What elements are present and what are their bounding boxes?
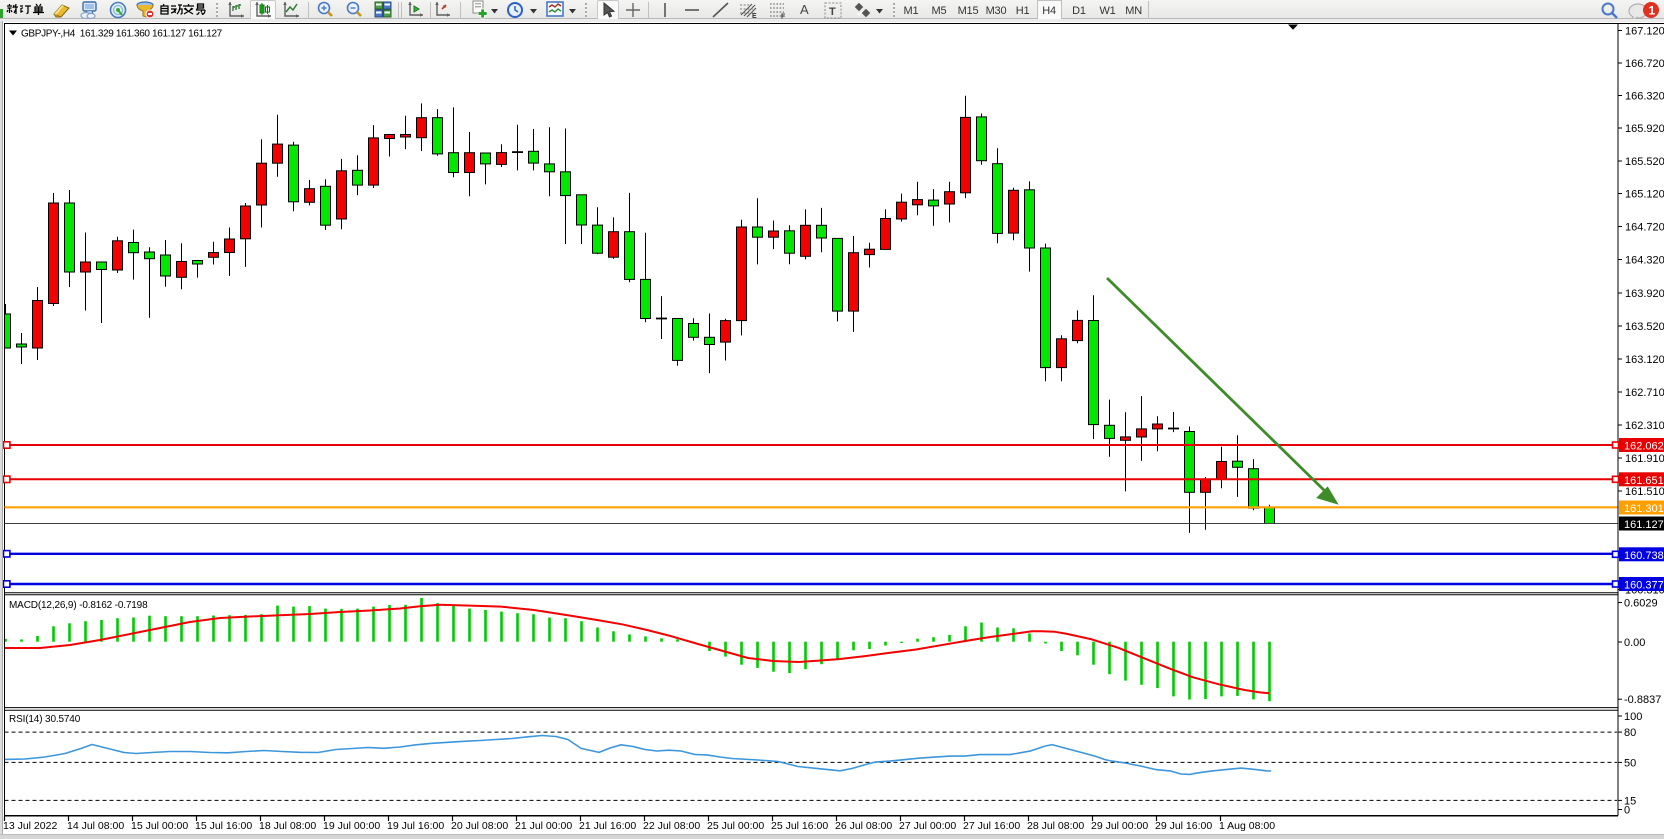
svg-text:163.520: 163.520 — [1625, 321, 1664, 333]
svg-text:161.301: 161.301 — [1624, 503, 1664, 515]
svg-text:164.720: 164.720 — [1625, 222, 1664, 234]
svg-text:0: 0 — [1624, 805, 1630, 817]
svg-text:162.062: 162.062 — [1624, 441, 1664, 453]
svg-text:166.720: 166.720 — [1625, 58, 1664, 70]
svg-text:165.120: 165.120 — [1625, 189, 1664, 201]
svg-text:161.910: 161.910 — [1625, 453, 1664, 465]
svg-text:161.127: 161.127 — [1624, 519, 1664, 531]
svg-text:15 Jul 16:00: 15 Jul 16:00 — [195, 820, 252, 832]
svg-text:MACD(12,26,9) -0.8162 -0.7198: MACD(12,26,9) -0.8162 -0.7198 — [9, 600, 148, 611]
svg-text:15: 15 — [1624, 795, 1636, 807]
svg-text:80: 80 — [1624, 727, 1636, 739]
svg-text:22 Jul 08:00: 22 Jul 08:00 — [643, 820, 700, 832]
svg-text:19 Jul 00:00: 19 Jul 00:00 — [323, 820, 380, 832]
svg-text:50: 50 — [1624, 757, 1636, 769]
svg-text:160.738: 160.738 — [1624, 550, 1664, 562]
svg-text:13 Jul 2022: 13 Jul 2022 — [3, 820, 57, 832]
svg-text:15 Jul 00:00: 15 Jul 00:00 — [131, 820, 188, 832]
svg-text:T: T — [829, 6, 836, 18]
svg-text:E: E — [752, 13, 757, 19]
svg-text:100: 100 — [1624, 711, 1642, 723]
svg-text:165.920: 165.920 — [1625, 123, 1664, 135]
svg-text:19 Jul 16:00: 19 Jul 16:00 — [387, 820, 444, 832]
svg-text:162.310: 162.310 — [1625, 420, 1664, 432]
svg-text:25 Jul 16:00: 25 Jul 16:00 — [771, 820, 828, 832]
svg-text:0.00: 0.00 — [1624, 637, 1645, 649]
svg-text:163.920: 163.920 — [1625, 288, 1664, 300]
svg-text:20 Jul 08:00: 20 Jul 08:00 — [451, 820, 508, 832]
svg-text:25 Jul 00:00: 25 Jul 00:00 — [707, 820, 764, 832]
svg-text:1 Aug 08:00: 1 Aug 08:00 — [1219, 820, 1275, 832]
svg-text:21 Jul 16:00: 21 Jul 16:00 — [579, 820, 636, 832]
svg-text:28 Jul 08:00: 28 Jul 08:00 — [1027, 820, 1084, 832]
svg-text:18 Jul 08:00: 18 Jul 08:00 — [259, 820, 316, 832]
svg-text:0.6029: 0.6029 — [1624, 598, 1658, 610]
svg-text:164.320: 164.320 — [1625, 255, 1664, 267]
svg-text:29 Jul 00:00: 29 Jul 00:00 — [1091, 820, 1148, 832]
svg-text:14 Jul 08:00: 14 Jul 08:00 — [67, 820, 124, 832]
svg-text:RSI(14) 30.5740: RSI(14) 30.5740 — [9, 714, 81, 725]
svg-text:27 Jul 16:00: 27 Jul 16:00 — [963, 820, 1020, 832]
svg-text:161.510: 161.510 — [1625, 486, 1664, 498]
svg-text:-0.8837: -0.8837 — [1624, 694, 1661, 706]
svg-text:165.520: 165.520 — [1625, 156, 1664, 168]
svg-text:29 Jul 16:00: 29 Jul 16:00 — [1155, 820, 1212, 832]
svg-text:26 Jul 08:00: 26 Jul 08:00 — [835, 820, 892, 832]
svg-text:F: F — [781, 14, 786, 20]
svg-text:163.120: 163.120 — [1625, 354, 1664, 366]
svg-text:160.377: 160.377 — [1624, 580, 1664, 592]
svg-text:GBPJPY-,H4 161.329 161.360 16: GBPJPY-,H4 161.329 161.360 161.127 161.1… — [21, 29, 223, 40]
svg-text:27 Jul 00:00: 27 Jul 00:00 — [899, 820, 956, 832]
svg-text:166.320: 166.320 — [1625, 91, 1664, 103]
svg-text:161.651: 161.651 — [1624, 475, 1664, 487]
svg-text:1: 1 — [1649, 4, 1656, 18]
svg-text:162.710: 162.710 — [1625, 387, 1664, 399]
svg-text:167.120: 167.120 — [1625, 26, 1664, 38]
svg-text:21 Jul 00:00: 21 Jul 00:00 — [515, 820, 572, 832]
